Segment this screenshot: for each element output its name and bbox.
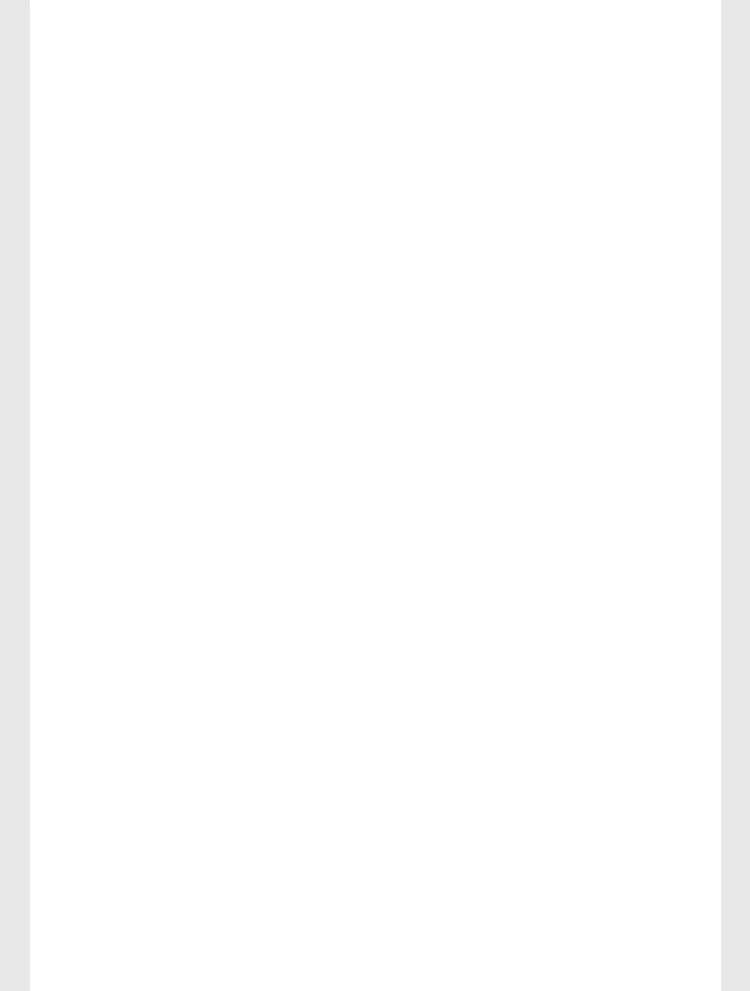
- Bar: [478, 688, 596, 763]
- Text: A pump draws water from
reservoir A and lifts it to
reservoir B.  The loss of he: A pump draws water from reservoir A and …: [53, 17, 520, 510]
- Bar: [64, 711, 216, 866]
- Text: A: A: [80, 755, 90, 768]
- Bar: [478, 658, 596, 763]
- Text: B: B: [491, 662, 500, 675]
- Text: Water: Water: [125, 818, 156, 827]
- Ellipse shape: [172, 848, 224, 892]
- Text: Pump: Pump: [182, 835, 214, 845]
- Bar: [64, 781, 216, 866]
- Text: $\triangledown$: $\triangledown$: [511, 677, 518, 687]
- Text: Water: Water: [522, 721, 553, 731]
- Text: 6 inch pipe: 6 inch pipe: [117, 898, 178, 908]
- Text: EL 240 ft: EL 240 ft: [606, 680, 656, 690]
- Text: 2: 2: [227, 860, 235, 870]
- Text: 1: 1: [161, 860, 168, 870]
- Text: $\triangledown$: $\triangledown$: [99, 770, 106, 780]
- Text: EL 0: EL 0: [226, 773, 251, 783]
- Text: EL -20 ft: EL -20 ft: [290, 880, 336, 890]
- Text: 4 inch pipe: 4 inch pipe: [334, 773, 395, 783]
